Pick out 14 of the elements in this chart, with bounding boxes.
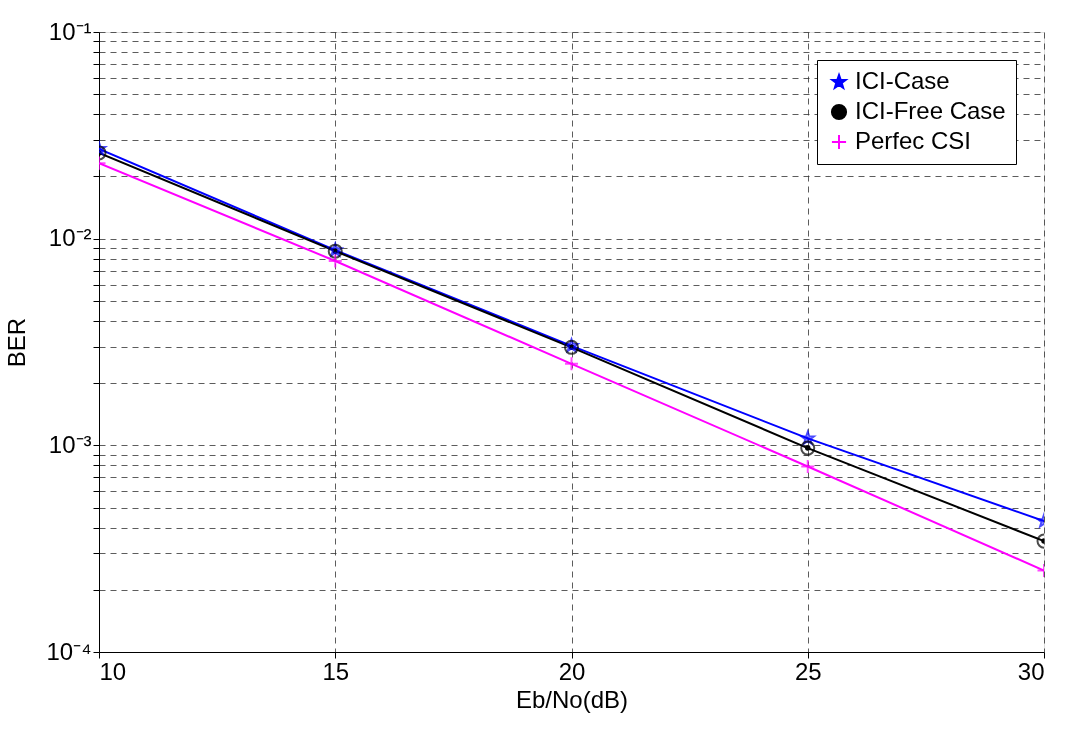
y-tick-label: 10⁻⁴ <box>46 637 92 665</box>
legend-label: Perfec CSI <box>855 127 972 154</box>
legend-label: ICI-Case <box>855 67 950 94</box>
x-tick-label: 25 <box>794 657 822 685</box>
legend-label: ICI-Free Case <box>855 97 1006 124</box>
y-tick-label: 10⁻¹ <box>48 17 92 45</box>
x-axis-title: Eb/No(dB) <box>515 685 629 713</box>
y-tick-label: 10⁻² <box>48 224 92 252</box>
y-tick-label: 10⁻³ <box>48 430 92 458</box>
x-tick-label: 30 <box>1017 657 1045 685</box>
x-tick-label: 10 <box>99 657 127 685</box>
y-axis-title: BER <box>3 317 31 368</box>
x-tick-label: 20 <box>558 657 586 685</box>
x-tick-label: 15 <box>322 657 350 685</box>
